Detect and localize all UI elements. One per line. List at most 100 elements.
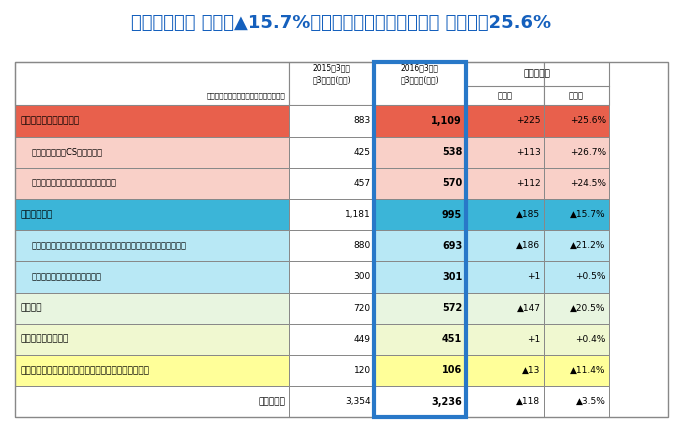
Text: +0.4%: +0.4% xyxy=(576,335,606,344)
Text: ▲21.2%: ▲21.2% xyxy=(570,241,606,250)
Text: ▲118: ▲118 xyxy=(516,397,540,406)
Bar xyxy=(290,62,374,106)
Text: 顧客満足度（CS）調査事業: 顧客満足度（CS）調査事業 xyxy=(32,148,103,157)
Text: 457: 457 xyxy=(354,179,371,188)
Text: （単位：百万円、百万円未満を切捨て）: （単位：百万円、百万円未満を切捨て） xyxy=(207,92,286,99)
Text: +1: +1 xyxy=(527,272,540,281)
Bar xyxy=(290,324,374,355)
Text: +112: +112 xyxy=(516,179,540,188)
Bar xyxy=(544,230,609,261)
Text: +0.5%: +0.5% xyxy=(575,272,606,281)
Bar xyxy=(544,106,609,136)
Bar xyxy=(544,324,609,355)
Bar xyxy=(290,230,374,261)
Bar xyxy=(15,136,290,168)
Text: +25.6%: +25.6% xyxy=(570,116,606,126)
Text: 売上高合計: 売上高合計 xyxy=(259,397,286,406)
Bar xyxy=(544,261,609,293)
Bar xyxy=(374,324,466,355)
Text: ▲185: ▲185 xyxy=(516,210,540,219)
Text: 720: 720 xyxy=(354,303,371,313)
Bar xyxy=(290,386,374,417)
Text: ▲15.7%: ▲15.7% xyxy=(570,210,606,219)
Bar xyxy=(544,136,609,168)
Bar xyxy=(374,261,466,293)
Bar xyxy=(544,355,609,386)
Bar xyxy=(290,261,374,293)
Bar xyxy=(15,62,668,417)
Bar xyxy=(466,136,544,168)
Bar xyxy=(466,230,544,261)
Text: （額）: （額） xyxy=(497,91,512,100)
Bar xyxy=(290,199,374,230)
Bar xyxy=(15,386,290,417)
Bar xyxy=(466,324,544,355)
Bar xyxy=(544,62,609,106)
Text: 2016年3月期
第3四半期(累計): 2016年3月期 第3四半期(累計) xyxy=(400,64,439,84)
Bar xyxy=(15,324,290,355)
Text: 693: 693 xyxy=(442,241,462,251)
Text: フィーチャーフォン向け（着うたフル・着うた・着メロ・情報系）: フィーチャーフォン向け（着うたフル・着うた・着メロ・情報系） xyxy=(32,241,187,250)
Text: ▲13: ▲13 xyxy=(522,366,540,375)
Bar xyxy=(290,168,374,199)
Text: 538: 538 xyxy=(442,147,462,157)
Text: +1: +1 xyxy=(527,335,540,344)
Bar xyxy=(290,293,374,324)
Text: 前年同期比: 前年同期比 xyxy=(524,69,551,78)
Bar xyxy=(544,293,609,324)
Bar xyxy=(374,106,466,136)
Text: その他（ソーシャルゲーム事業・太陽光発電事業等）: その他（ソーシャルゲーム事業・太陽光発電事業等） xyxy=(20,366,150,375)
Bar xyxy=(15,261,290,293)
Bar xyxy=(466,62,544,106)
Bar xyxy=(15,293,290,324)
Bar xyxy=(466,106,544,136)
Text: ▲186: ▲186 xyxy=(516,241,540,250)
Text: コミュニケーション事業: コミュニケーション事業 xyxy=(20,116,79,126)
Text: 883: 883 xyxy=(354,116,371,126)
Text: 880: 880 xyxy=(354,241,371,250)
Bar xyxy=(15,355,290,386)
Text: 425: 425 xyxy=(354,148,371,157)
Bar xyxy=(466,199,544,230)
Text: 1,109: 1,109 xyxy=(432,116,462,126)
Bar xyxy=(15,230,290,261)
Bar xyxy=(374,136,466,168)
Text: 106: 106 xyxy=(442,365,462,375)
Bar xyxy=(374,293,466,324)
Bar xyxy=(374,386,466,417)
Bar xyxy=(544,199,609,230)
Text: モバイル事業 前期比▲15.7%　コミュニケーション事業 前期比＋25.6%: モバイル事業 前期比▲15.7% コミュニケーション事業 前期比＋25.6% xyxy=(131,14,552,32)
Bar xyxy=(374,168,466,199)
Bar xyxy=(466,293,544,324)
Bar xyxy=(15,106,290,136)
Text: （率）: （率） xyxy=(569,91,584,100)
Text: ▲147: ▲147 xyxy=(516,303,540,313)
Bar xyxy=(374,355,466,386)
Text: ▲11.4%: ▲11.4% xyxy=(570,366,606,375)
Bar xyxy=(466,261,544,293)
Bar xyxy=(15,62,290,106)
Text: +225: +225 xyxy=(516,116,540,126)
Bar xyxy=(466,386,544,417)
Text: +26.7%: +26.7% xyxy=(570,148,606,157)
Bar xyxy=(15,199,290,230)
Bar xyxy=(290,136,374,168)
Text: 451: 451 xyxy=(442,334,462,344)
Text: バナー型広告・タイアップ型広告等: バナー型広告・タイアップ型広告等 xyxy=(32,179,117,188)
Text: ▲3.5%: ▲3.5% xyxy=(576,397,606,406)
Bar xyxy=(466,168,544,199)
Text: ▲20.5%: ▲20.5% xyxy=(570,303,606,313)
Text: 570: 570 xyxy=(442,178,462,188)
Text: 2015年3月期
第3四半期(累計): 2015年3月期 第3四半期(累計) xyxy=(312,64,351,84)
Text: スマートフォン向け音楽配信: スマートフォン向け音楽配信 xyxy=(32,272,102,281)
Text: 120: 120 xyxy=(354,366,371,375)
Text: +24.5%: +24.5% xyxy=(570,179,606,188)
Bar xyxy=(290,355,374,386)
Bar xyxy=(374,199,466,230)
Text: 3,354: 3,354 xyxy=(345,397,371,406)
Bar xyxy=(15,168,290,199)
Text: データサービス事業: データサービス事業 xyxy=(20,335,69,344)
Text: 1,181: 1,181 xyxy=(345,210,371,219)
Text: 995: 995 xyxy=(442,210,462,220)
Bar xyxy=(466,355,544,386)
